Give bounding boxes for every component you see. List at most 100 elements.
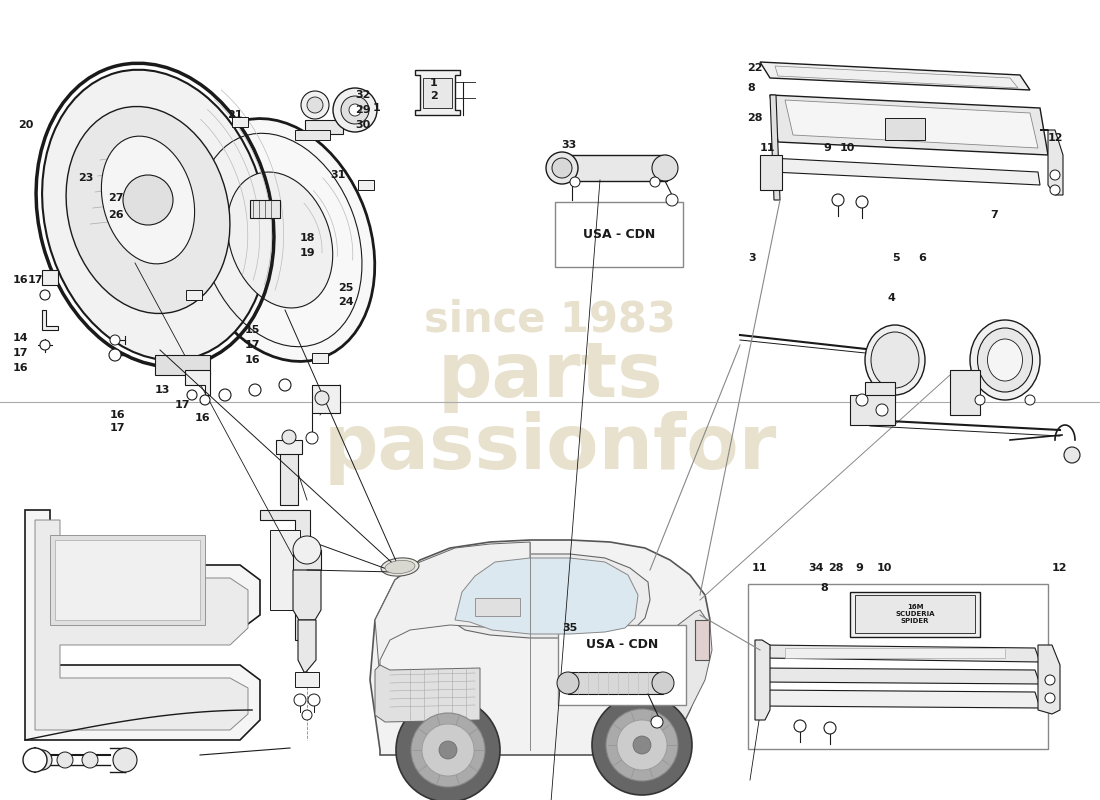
Text: 19: 19 xyxy=(300,248,316,258)
Circle shape xyxy=(40,340,49,350)
Text: 30: 30 xyxy=(355,120,371,130)
Polygon shape xyxy=(35,520,248,730)
Bar xyxy=(359,180,374,190)
Circle shape xyxy=(832,194,844,206)
Text: 11: 11 xyxy=(752,563,768,573)
Circle shape xyxy=(552,158,572,178)
Text: 3: 3 xyxy=(748,253,756,263)
Text: 16: 16 xyxy=(13,275,29,285)
Circle shape xyxy=(396,698,500,800)
Polygon shape xyxy=(760,62,1030,90)
Text: 17: 17 xyxy=(28,275,44,285)
Polygon shape xyxy=(760,690,1040,708)
Bar xyxy=(295,672,319,687)
Polygon shape xyxy=(25,510,260,740)
Text: 34: 34 xyxy=(808,563,824,573)
Circle shape xyxy=(1050,185,1060,195)
Text: 33: 33 xyxy=(561,140,576,150)
Text: 24: 24 xyxy=(338,297,353,307)
Bar xyxy=(855,595,975,633)
Polygon shape xyxy=(755,640,770,720)
Circle shape xyxy=(652,155,678,181)
Text: 31: 31 xyxy=(330,170,345,180)
Bar xyxy=(186,290,202,300)
Circle shape xyxy=(282,430,296,444)
Polygon shape xyxy=(293,570,321,620)
Circle shape xyxy=(856,196,868,208)
Circle shape xyxy=(219,389,231,401)
Circle shape xyxy=(651,716,663,728)
Text: 28: 28 xyxy=(747,113,762,123)
Ellipse shape xyxy=(970,320,1040,400)
Bar xyxy=(293,550,321,570)
Polygon shape xyxy=(185,370,210,395)
Circle shape xyxy=(307,97,323,113)
Text: 23: 23 xyxy=(78,173,94,183)
Text: 35: 35 xyxy=(562,623,578,633)
Circle shape xyxy=(40,290,49,300)
Text: 20: 20 xyxy=(18,120,33,130)
Polygon shape xyxy=(260,510,310,640)
Text: 16: 16 xyxy=(195,413,210,423)
Polygon shape xyxy=(375,542,530,680)
Bar xyxy=(232,117,248,127)
Text: 8: 8 xyxy=(747,83,755,93)
Circle shape xyxy=(606,709,678,781)
Circle shape xyxy=(1064,447,1080,463)
Text: 29: 29 xyxy=(355,105,371,115)
Bar xyxy=(295,130,330,140)
Circle shape xyxy=(1050,170,1060,180)
Polygon shape xyxy=(785,100,1038,148)
Bar xyxy=(556,202,683,267)
Polygon shape xyxy=(298,620,316,672)
Ellipse shape xyxy=(42,70,268,360)
Circle shape xyxy=(1045,675,1055,685)
Circle shape xyxy=(301,91,329,119)
Bar xyxy=(424,78,452,108)
Ellipse shape xyxy=(385,560,415,574)
Text: 27: 27 xyxy=(108,193,123,203)
Circle shape xyxy=(110,335,120,345)
Circle shape xyxy=(32,750,52,770)
Circle shape xyxy=(557,672,579,694)
Text: 9: 9 xyxy=(823,143,830,153)
Bar xyxy=(886,118,925,140)
Circle shape xyxy=(302,710,312,720)
Circle shape xyxy=(794,720,806,732)
Bar xyxy=(280,450,298,505)
Text: 12: 12 xyxy=(1052,563,1067,573)
Polygon shape xyxy=(770,158,1040,185)
Circle shape xyxy=(570,177,580,187)
Circle shape xyxy=(422,724,474,776)
Bar xyxy=(250,200,280,218)
Text: 6: 6 xyxy=(918,253,926,263)
Ellipse shape xyxy=(228,172,332,308)
Circle shape xyxy=(617,720,667,770)
Text: 17: 17 xyxy=(13,348,29,358)
Bar xyxy=(562,155,667,181)
Text: USA - CDN: USA - CDN xyxy=(586,638,658,651)
Bar xyxy=(50,535,205,625)
Circle shape xyxy=(294,694,306,706)
Polygon shape xyxy=(370,540,710,755)
Text: 21: 21 xyxy=(227,110,242,120)
Ellipse shape xyxy=(101,136,195,264)
Text: passionfor: passionfor xyxy=(323,411,777,485)
Bar xyxy=(305,120,343,134)
Polygon shape xyxy=(375,665,480,722)
Bar xyxy=(312,385,340,413)
Circle shape xyxy=(315,391,329,405)
Bar xyxy=(760,155,782,190)
Text: parts: parts xyxy=(437,339,663,413)
Text: 16: 16 xyxy=(13,363,29,373)
Text: USA - CDN: USA - CDN xyxy=(583,227,656,241)
Text: since 1983: since 1983 xyxy=(425,299,675,341)
Bar xyxy=(748,584,1048,749)
Text: 1: 1 xyxy=(373,103,381,113)
Circle shape xyxy=(349,104,361,116)
Circle shape xyxy=(650,177,660,187)
Circle shape xyxy=(1025,395,1035,405)
Bar xyxy=(568,672,663,694)
Polygon shape xyxy=(42,270,58,285)
Bar xyxy=(475,598,520,616)
